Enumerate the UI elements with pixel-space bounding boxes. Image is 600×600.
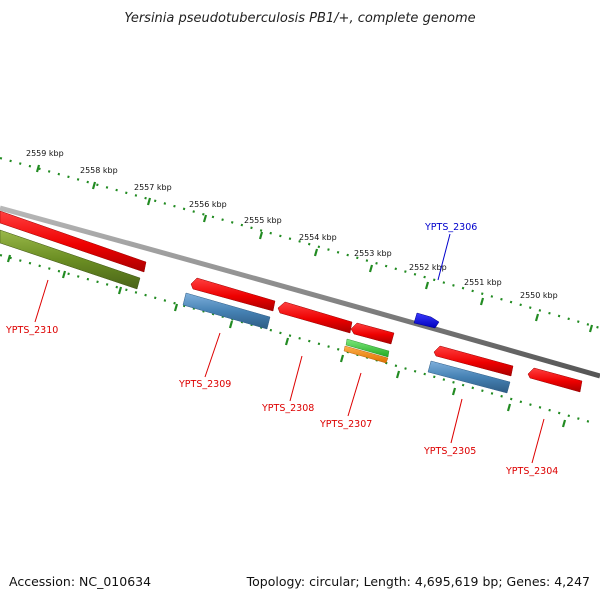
gene-arrow[interactable] <box>190 277 276 312</box>
gene-label-ypts-2308[interactable]: YPTS_2308 <box>261 403 314 414</box>
lower-scale <box>0 253 591 428</box>
scale-label: 2551 kbp <box>464 278 502 287</box>
lower-scale-ticks <box>6 254 567 428</box>
lower-tick <box>173 303 179 312</box>
lower-tick <box>6 254 12 263</box>
leader-line-ypts-2307 <box>347 372 362 417</box>
scale-label: 2555 kbp <box>244 216 282 225</box>
lower-tick <box>561 419 567 428</box>
gene-label-ypts-2306[interactable]: YPTS_2306 <box>424 222 477 233</box>
scale-label: 2553 kbp <box>354 249 392 258</box>
upper-tick <box>35 164 41 173</box>
gene-arrow[interactable] <box>350 322 395 345</box>
scale-label: 2559 kbp <box>26 149 64 158</box>
scale-label: 2552 kbp <box>409 263 447 272</box>
feature-olive[interactable] <box>0 229 141 290</box>
upper-scale-dots <box>0 156 600 330</box>
scale-labels: 2559 kbp 2558 kbp 2557 kbp 2556 kbp 2555… <box>26 149 558 300</box>
lower-tick <box>395 370 401 379</box>
upper-tick <box>202 214 208 223</box>
lower-tick <box>284 337 290 346</box>
gene-features <box>0 210 583 394</box>
upper-tick <box>146 197 152 206</box>
gene-ypts-2309[interactable] <box>182 277 276 330</box>
gene-label-ypts-2307[interactable]: YPTS_2307 <box>319 419 372 430</box>
lower-tick <box>61 270 67 279</box>
feature-bar[interactable] <box>343 345 389 364</box>
genome-backbone <box>0 205 600 379</box>
lower-tick <box>506 403 512 412</box>
lower-tick <box>339 354 345 363</box>
gene-arrow[interactable] <box>433 345 514 377</box>
lower-tick <box>117 286 123 295</box>
scale-label: 2554 kbp <box>299 233 337 242</box>
gene-arrow[interactable] <box>0 210 147 273</box>
accession-text: Accession: NC_010634 <box>9 574 151 589</box>
gene-ypts-2306[interactable] <box>413 312 440 329</box>
gene-ypts-2304[interactable] <box>527 367 583 393</box>
leader-line-ypts-2309 <box>204 332 221 378</box>
gene-label-ypts-2305[interactable]: YPTS_2305 <box>423 446 476 457</box>
upper-tick <box>368 264 374 273</box>
upper-tick <box>588 324 594 333</box>
leader-line-ypts-2310 <box>34 279 49 323</box>
map-title: Yersinia pseudotuberculosis PB1/+, compl… <box>124 11 475 26</box>
gene-label-ypts-2310[interactable]: YPTS_2310 <box>5 325 58 336</box>
upper-tick <box>534 313 540 322</box>
upper-tick <box>313 248 319 257</box>
upper-tick <box>91 181 97 190</box>
gene-label-ypts-2309[interactable]: YPTS_2309 <box>178 379 231 390</box>
upper-scale <box>0 156 600 333</box>
upper-tick <box>424 281 430 290</box>
scale-label: 2556 kbp <box>189 200 227 209</box>
gene-ypts-2305[interactable] <box>427 345 514 394</box>
gene-ypts-2310[interactable] <box>0 210 147 273</box>
leader-lines <box>34 233 545 464</box>
gene-label-ypts-2304[interactable]: YPTS_2304 <box>505 466 558 477</box>
leader-line-ypts-2305 <box>450 398 463 444</box>
feature-bar[interactable] <box>345 338 390 358</box>
feature-bar[interactable] <box>182 292 271 330</box>
gene-arrow[interactable] <box>413 312 440 329</box>
leader-line-ypts-2304 <box>531 418 545 464</box>
upper-tick <box>479 297 485 306</box>
scale-label: 2557 kbp <box>134 183 172 192</box>
lower-tick <box>228 320 234 329</box>
upper-tick <box>258 231 264 240</box>
gene-ypts-2307[interactable] <box>343 322 395 364</box>
gene-arrow[interactable] <box>527 367 583 393</box>
lower-tick <box>451 387 457 396</box>
genome-summary-text: Topology: circular; Length: 4,695,619 bp… <box>246 574 590 589</box>
gene-labels: YPTS_2310 YPTS_2309 YPTS_2308 YPTS_2307 … <box>5 222 558 477</box>
leader-line-ypts-2308 <box>289 355 303 402</box>
gene-arrow[interactable] <box>277 301 353 334</box>
upper-scale-ticks <box>35 164 594 333</box>
feature-bar[interactable] <box>0 229 141 290</box>
feature-bar[interactable] <box>427 360 511 394</box>
gene-ypts-2308[interactable] <box>277 301 353 334</box>
scale-label: 2550 kbp <box>520 291 558 300</box>
leader-line-ypts-2306 <box>437 233 451 281</box>
scale-label: 2558 kbp <box>80 166 118 175</box>
